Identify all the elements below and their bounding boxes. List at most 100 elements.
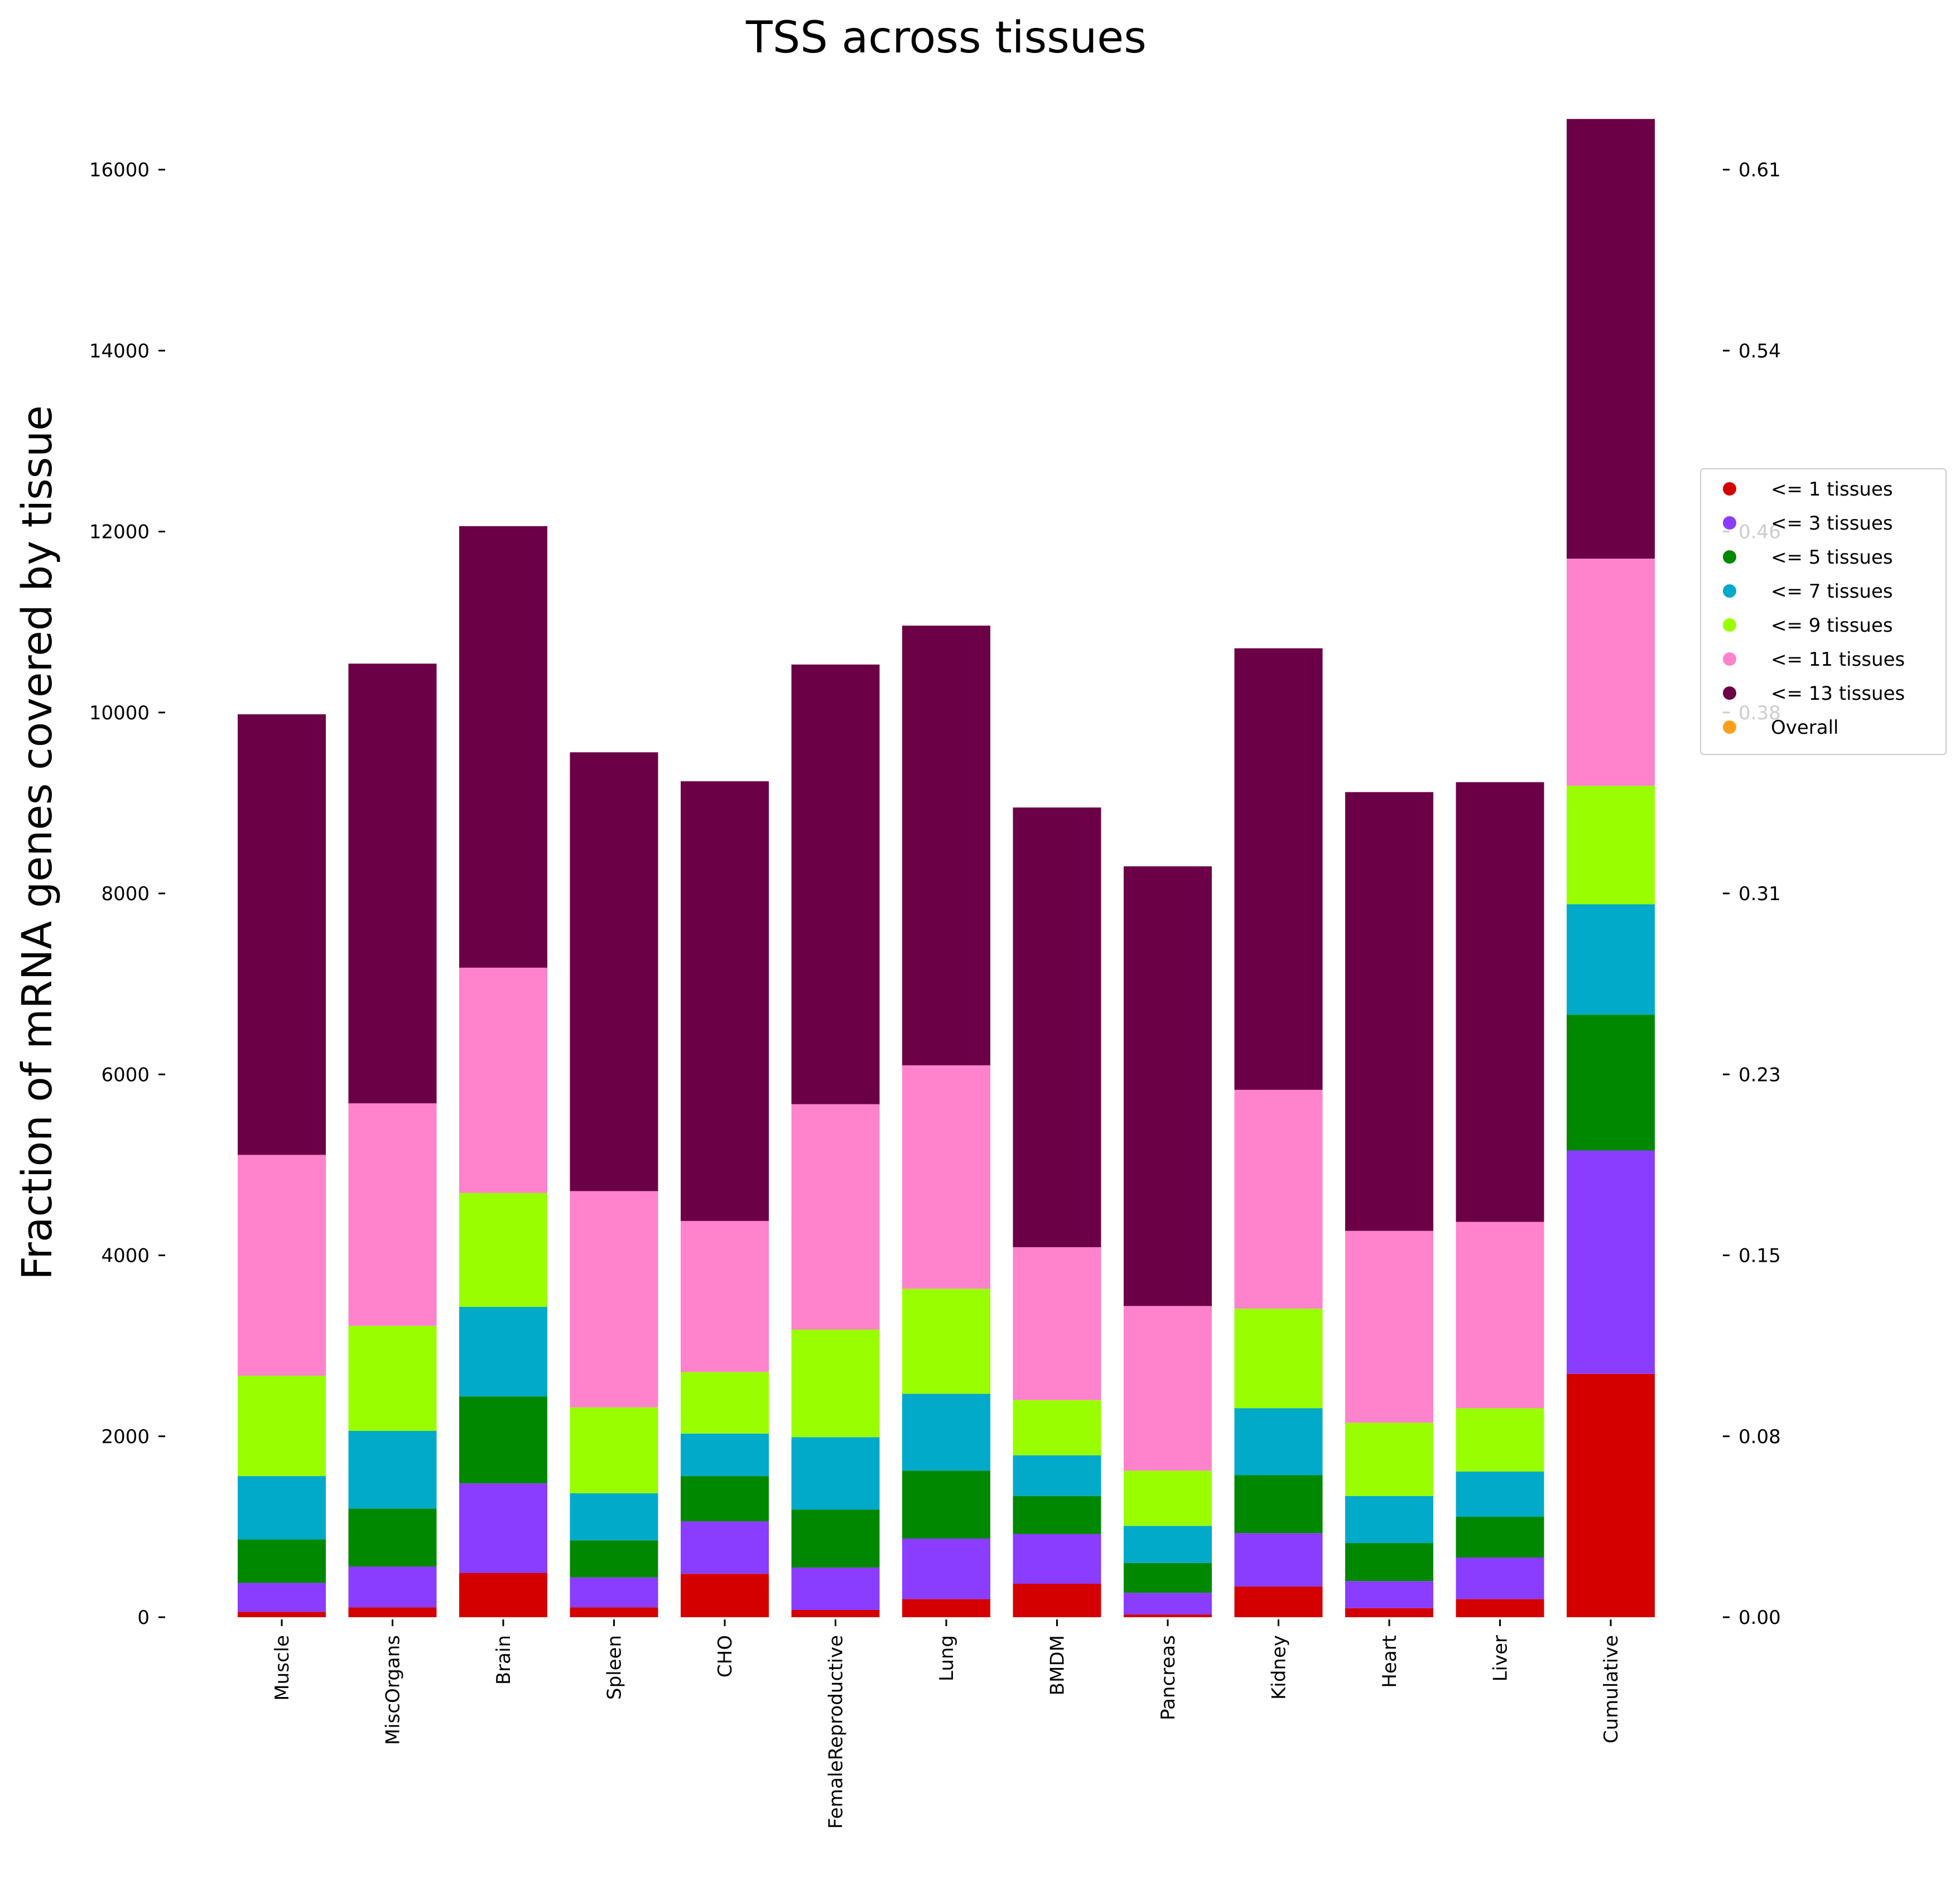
bar-segment-kidney-3 xyxy=(1234,1408,1323,1475)
bar-segment-muscle-2 xyxy=(238,1539,326,1583)
x-tick-label: Cumulative xyxy=(1600,1635,1622,1743)
bar-segment-heart-0 xyxy=(1345,1608,1433,1617)
legend-label: Overall xyxy=(1771,717,1839,739)
legend-label: <= 7 tissues xyxy=(1771,580,1893,603)
bar-segment-cho-0 xyxy=(681,1574,769,1617)
bar-segment-kidney-1 xyxy=(1234,1533,1323,1587)
bar-segment-femalereproductive-2 xyxy=(791,1510,880,1568)
x-tick-label: MiscOrgans xyxy=(382,1635,404,1745)
bar-segment-femalereproductive-4 xyxy=(791,1329,880,1438)
bar-segment-femalereproductive-0 xyxy=(791,1610,880,1617)
bar-segment-muscle-1 xyxy=(238,1583,326,1612)
y-axis-label: Fraction of mRNA genes covered by tissue xyxy=(13,405,61,1280)
legend-box xyxy=(1700,468,1947,755)
bar-segment-brain-4 xyxy=(459,1193,547,1307)
x-tick-label: CHO xyxy=(714,1635,736,1677)
bar-segment-cumulative-0 xyxy=(1567,1373,1655,1617)
bar-segment-pancreas-2 xyxy=(1124,1563,1212,1593)
left-tick-label: 4000 xyxy=(101,1245,150,1267)
bar-segment-miscorgans-5 xyxy=(348,1103,437,1326)
bar-segment-heart-3 xyxy=(1345,1496,1433,1544)
bar-segment-heart-6 xyxy=(1345,792,1433,1231)
bar-segment-pancreas-3 xyxy=(1124,1526,1212,1563)
bar-segment-liver-1 xyxy=(1456,1558,1544,1599)
bar-segment-cho-3 xyxy=(681,1433,769,1477)
bar-segment-kidney-2 xyxy=(1234,1475,1323,1534)
left-tick-label: 8000 xyxy=(101,883,150,905)
bar-segment-bmdm-6 xyxy=(1013,807,1101,1247)
legend-marker xyxy=(1723,652,1736,666)
legend-label: <= 11 tissues xyxy=(1771,648,1905,671)
bar-segment-muscle-4 xyxy=(238,1376,326,1477)
bar-segment-cho-4 xyxy=(681,1372,769,1434)
bar-segment-femalereproductive-6 xyxy=(791,664,880,1104)
bar-segment-femalereproductive-3 xyxy=(791,1437,880,1510)
bar-segment-miscorgans-1 xyxy=(348,1566,437,1608)
bar-segment-pancreas-4 xyxy=(1124,1470,1212,1526)
bar-segment-bmdm-5 xyxy=(1013,1247,1101,1400)
bar-segment-brain-5 xyxy=(459,968,547,1193)
bar-segment-heart-5 xyxy=(1345,1231,1433,1423)
bar-segment-lung-3 xyxy=(902,1393,990,1471)
bar-segment-muscle-3 xyxy=(238,1476,326,1540)
right-tick-label: 0.15 xyxy=(1739,1245,1781,1267)
bar-segment-liver-0 xyxy=(1456,1599,1544,1617)
bar-segment-cumulative-3 xyxy=(1567,904,1655,1015)
bar-segment-lung-2 xyxy=(902,1470,990,1539)
legend-marker xyxy=(1723,686,1736,700)
bar-segment-lung-6 xyxy=(902,626,990,1065)
bar-segment-miscorgans-0 xyxy=(348,1607,437,1617)
x-tick-label: Heart xyxy=(1379,1635,1401,1688)
right-tick-label: 0.00 xyxy=(1739,1607,1781,1629)
bar-segment-liver-5 xyxy=(1456,1222,1544,1409)
bar-segment-brain-1 xyxy=(459,1483,547,1573)
legend-label: <= 3 tissues xyxy=(1771,512,1893,535)
bar-segment-spleen-1 xyxy=(570,1577,658,1608)
bar-segment-kidney-5 xyxy=(1234,1089,1323,1309)
legend-marker xyxy=(1723,618,1736,632)
bar-segment-pancreas-5 xyxy=(1124,1306,1212,1471)
legend-label: <= 1 tissues xyxy=(1771,478,1893,501)
bar-segment-pancreas-0 xyxy=(1124,1614,1212,1617)
bar-segment-spleen-4 xyxy=(570,1407,658,1493)
bar-segment-liver-4 xyxy=(1456,1408,1544,1472)
bar-segment-heart-4 xyxy=(1345,1422,1433,1496)
bar-segment-kidney-6 xyxy=(1234,648,1323,1090)
left-tick-label: 6000 xyxy=(101,1064,150,1086)
legend-label: <= 5 tissues xyxy=(1771,546,1893,569)
left-tick-label: 2000 xyxy=(101,1426,150,1448)
bar-segment-bmdm-1 xyxy=(1013,1534,1101,1584)
x-tick-label: Pancreas xyxy=(1157,1635,1179,1720)
bar-segment-liver-2 xyxy=(1456,1517,1544,1558)
legend-marker xyxy=(1723,584,1736,598)
bar-segment-heart-2 xyxy=(1345,1543,1433,1582)
bar-segment-bmdm-4 xyxy=(1013,1400,1101,1455)
legend-marker xyxy=(1723,516,1736,530)
legend-label: <= 13 tissues xyxy=(1771,682,1905,705)
bar-segment-miscorgans-4 xyxy=(348,1326,437,1431)
x-axis: Muscle MiscOrgans Brain Spleen CHO FemaleRepr… xyxy=(271,1619,1622,1829)
x-tick-label: Kidney xyxy=(1268,1635,1290,1700)
right-tick-label: 0.61 xyxy=(1739,159,1781,181)
bar-segment-brain-0 xyxy=(459,1573,547,1617)
x-tick-label: Muscle xyxy=(271,1635,293,1701)
x-tick-label: BMDM xyxy=(1047,1635,1069,1695)
bar-segment-bmdm-0 xyxy=(1013,1584,1101,1617)
bar-segment-muscle-0 xyxy=(238,1612,326,1617)
bar-segment-muscle-5 xyxy=(238,1155,326,1376)
x-tick-label: FemaleReproductive xyxy=(825,1635,847,1829)
bar-segment-pancreas-1 xyxy=(1124,1593,1212,1615)
bar-segment-brain-3 xyxy=(459,1306,547,1397)
bar-segment-femalereproductive-1 xyxy=(791,1567,880,1610)
bar-segment-liver-6 xyxy=(1456,782,1544,1222)
right-tick-label: 0.08 xyxy=(1739,1426,1781,1448)
bar-segment-miscorgans-3 xyxy=(348,1431,437,1509)
x-tick-label: Liver xyxy=(1490,1635,1512,1681)
x-tick-label: Spleen xyxy=(604,1635,626,1700)
right-tick-label: 0.54 xyxy=(1739,340,1781,362)
left-tick-label: 12000 xyxy=(89,521,150,544)
left-y-axis: 0 2000 4000 6000 8000 10000 12000 14000 16000 xyxy=(89,159,165,1629)
bar-segment-miscorgans-2 xyxy=(348,1508,437,1567)
left-tick-label: 16000 xyxy=(89,159,150,181)
bar-segment-brain-6 xyxy=(459,526,547,968)
